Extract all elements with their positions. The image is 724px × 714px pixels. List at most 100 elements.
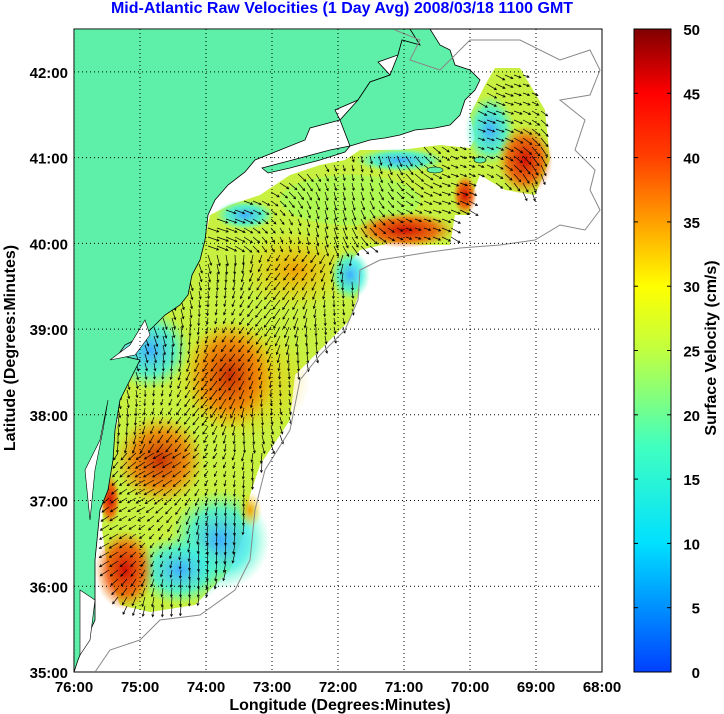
velocity-arrow [187, 560, 191, 571]
velocity-arrow [387, 200, 395, 209]
speed-region [115, 415, 205, 505]
velocity-arrow [214, 515, 218, 527]
velocity-arrow [261, 200, 271, 206]
velocity-arrow [504, 128, 515, 134]
velocity-arrow [214, 299, 218, 308]
velocity-arrow [162, 344, 167, 356]
velocity-arrow [161, 461, 173, 468]
velocity-arrow [131, 443, 137, 454]
velocity-arrow [185, 515, 191, 525]
velocity-arrow [213, 326, 218, 334]
velocity-arrow [522, 164, 531, 175]
velocity-arrow [172, 479, 182, 487]
velocity-arrow [450, 227, 461, 234]
velocity-arrow [229, 344, 236, 353]
velocity-arrow [119, 551, 128, 558]
velocity-arrow [162, 335, 167, 348]
velocity-arrow [120, 569, 128, 577]
lat-tick-label: 40:00 [30, 236, 68, 253]
velocity-arrow [261, 245, 267, 253]
velocity-arrow [180, 326, 184, 338]
velocity-arrow [117, 425, 121, 436]
velocity-arrow [153, 497, 164, 505]
velocity-arrow [284, 335, 290, 347]
velocity-arrow [204, 479, 209, 487]
velocity-arrow [187, 542, 191, 553]
velocity-arrow [405, 191, 414, 199]
velocity-arrow [360, 218, 367, 230]
velocity-arrow [110, 578, 119, 586]
island [426, 166, 444, 174]
velocity-arrow [351, 182, 355, 191]
velocity-arrow [216, 254, 221, 267]
velocity-arrow [531, 119, 541, 126]
velocity-arrow [196, 569, 200, 581]
velocity-arrow [495, 101, 506, 107]
velocity-arrow [486, 128, 496, 133]
velocity-arrow [405, 173, 414, 184]
velocity-arrow [303, 308, 308, 320]
colorbar-tick-label: 45 [683, 86, 700, 103]
velocity-arrow [169, 578, 173, 588]
velocity-arrow [117, 416, 121, 428]
velocity-arrow [108, 524, 119, 531]
velocity-arrow [198, 272, 203, 283]
velocity-arrow [333, 182, 338, 192]
velocity-arrow [432, 218, 442, 223]
velocity-arrow [432, 155, 442, 163]
velocity-arrow [188, 569, 191, 580]
velocity-arrow [129, 542, 137, 549]
velocity-arrow [144, 344, 149, 355]
velocity-arrow [207, 263, 212, 275]
velocity-arrow [295, 344, 299, 356]
velocity-arrow [279, 218, 285, 226]
velocity-arrow [142, 416, 146, 426]
velocity-arrow [459, 164, 467, 168]
velocity-arrow [405, 182, 415, 191]
velocity-arrow [123, 443, 128, 454]
speed-region [497, 125, 553, 195]
velocity-arrow [423, 155, 433, 165]
velocity-arrow [414, 218, 422, 223]
lon-tick-label: 73:00 [253, 679, 291, 696]
velocity-arrow [108, 533, 119, 540]
velocity-arrow [468, 182, 477, 187]
velocity-arrow [477, 146, 485, 150]
velocity-arrow [184, 389, 191, 399]
velocity-arrow [513, 83, 522, 88]
velocity-arrow [261, 227, 269, 234]
velocity-arrow [203, 461, 209, 468]
velocity-arrow [202, 425, 209, 435]
velocity-arrow [486, 137, 495, 142]
velocity-arrow [396, 236, 404, 241]
velocity-arrow [459, 173, 468, 178]
velocity-arrow [293, 317, 299, 330]
velocity-arrow [136, 506, 146, 513]
velocity-arrow [153, 353, 158, 364]
velocity-arrow [176, 524, 182, 534]
velocity-arrow [229, 398, 236, 410]
velocity-arrow [125, 425, 129, 436]
velocity-arrow [306, 182, 313, 192]
velocity-arrow [423, 227, 432, 232]
velocity-arrow [189, 308, 193, 319]
velocity-arrow [148, 443, 155, 454]
velocity-arrow [231, 290, 236, 299]
velocity-arrow [378, 155, 383, 166]
velocity-arrow [369, 173, 374, 183]
velocity-arrow [423, 236, 432, 241]
velocity-arrow [175, 506, 182, 516]
velocity-arrow [219, 362, 227, 372]
velocity-arrow [179, 596, 183, 608]
velocity-arrow [282, 299, 290, 311]
velocity-arrow [324, 209, 329, 221]
velocity-arrow [513, 137, 524, 144]
velocity-arrow [310, 263, 317, 273]
velocity-arrow [396, 182, 404, 192]
velocity-arrow [288, 245, 292, 253]
velocity-arrow [279, 200, 287, 208]
velocity-arrow [297, 371, 301, 381]
velocity-arrow [255, 308, 263, 318]
velocity-arrow [301, 263, 308, 272]
velocity-arrow [201, 416, 209, 427]
